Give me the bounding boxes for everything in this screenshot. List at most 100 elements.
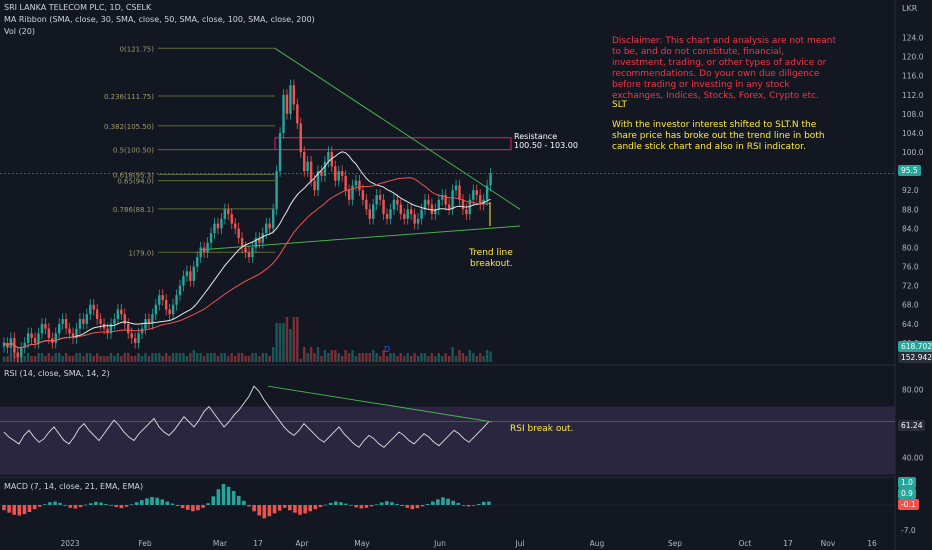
macd-bar-73 [374,504,379,506]
volume-bar-130 [451,347,454,362]
volume-bar-70 [244,356,247,362]
volume-bar-32 [113,356,116,362]
macd-bar-68 [349,505,353,506]
macd-bar-64 [328,502,333,505]
candle-body-41 [144,319,147,329]
candle-body-116 [403,214,406,219]
volume-bar-107 [372,350,375,362]
fib-label-7: 1(79.0) [128,249,154,257]
candle-body-134 [465,209,468,215]
candle-body-72 [251,247,254,258]
macd-legend[interactable]: MACD (7, 14, close, 21, EMA, EMA) [4,482,144,491]
ascending-trend-line [199,225,521,251]
volume-bar-21 [75,353,78,362]
candle-body-39 [137,333,140,343]
ma-ribbon-legend[interactable]: MA Ribbon (SMA, close, 30, SMA, close, 5… [4,15,315,24]
candle-body-103 [358,180,361,191]
volume-bar-23 [82,356,85,362]
candle-body-31 [109,323,113,334]
volume-bar-10 [37,353,40,362]
candle-body-25 [89,304,92,315]
candle-body-75 [261,233,265,243]
descending-trend-line [274,47,521,210]
volume-bar-132 [458,350,461,362]
volume-bar-126 [437,353,440,362]
volume-legend[interactable]: Vol (20) [4,27,35,36]
volume-bar-54 [189,353,192,362]
volume-bar-3 [13,350,16,362]
candle-body-26 [92,304,95,310]
rsi-legend[interactable]: RSI (14, close, SMA, 14, 2) [4,369,110,378]
volume-bar-53 [185,356,189,362]
macd-bar-26 [134,502,139,505]
macd-bar-28 [145,498,149,505]
x-tick-7: Jul [514,539,524,548]
event-marker[interactable]: D [384,345,391,354]
volume-bar-129 [447,356,451,362]
candle-body-98 [340,171,344,176]
volume-bar-87 [303,347,306,362]
analysis-note: With the investor interest shifted to SL… [612,120,825,152]
x-tick-11: 17 [783,539,793,548]
ma-fast-line [3,151,491,349]
x-tick-6: Jun [433,539,446,548]
macd-bar-32 [165,501,170,505]
volume-bar-28 [99,356,102,362]
volume-bar-96 [334,350,337,362]
volume-bar-127 [441,356,444,362]
candle-body-121 [420,209,423,219]
volume-bar-140 [485,350,489,362]
volume-bar-36 [127,353,130,362]
candle-body-53 [185,271,189,277]
volume-bar-82 [285,317,289,362]
macd-bar-2 [12,505,16,515]
fib-label-3: 0.5(100.50) [113,147,154,155]
volume-bar-38 [133,356,137,362]
candle-body-106 [368,209,371,219]
candle-body-84 [292,85,296,105]
volume-bar-113 [392,353,396,362]
volume-bar-124 [430,353,434,362]
macd-bar-61 [313,505,318,510]
candle-body-33 [116,309,120,320]
candle-body-120 [416,218,420,224]
macd-bar-55 [282,505,287,508]
volume-bar-101 [351,350,354,362]
macd-bar-23 [119,505,124,509]
macd-bar-84 [430,501,435,505]
macd-bar-36 [185,505,190,510]
macd-bar-38 [196,505,200,511]
macd-bar-78 [400,505,404,507]
macd-bar-94 [482,501,486,505]
volume-bar-111 [385,356,389,362]
x-tick-4: Apr [296,539,310,548]
candle-body-37 [130,333,133,339]
macd-bar-89 [456,502,461,505]
rsi-breakout-label: RSI break out. [510,424,574,434]
macd-bar-62 [318,505,323,508]
volume-bar-47 [164,353,168,362]
candle-body-91 [316,171,320,191]
candle-body-107 [372,204,375,219]
macd-bar-15 [78,505,83,508]
volume-bar-61 [213,353,216,362]
volume-bar-75 [261,353,265,362]
macd-badge-2: 0.9 [898,488,916,499]
macd-bar-0 [2,505,6,511]
candle-body-140 [485,185,489,200]
macd-bar-75 [385,501,389,505]
candle-body-136 [472,190,475,200]
fib-label-0: 0(121.75) [120,45,155,53]
rsi-tick-0: 40.00 [902,454,924,463]
fib-label-2: 0.382(105.50) [104,123,154,131]
volume-bar-121 [420,353,423,362]
macd-bar-72 [369,505,374,507]
fib-label-4: 0.618(95.3) [113,171,154,179]
candle-body-114 [396,199,399,205]
price-tick-4: 76.0 [902,263,919,272]
volume-bar-52 [182,353,185,362]
candle-body-10 [37,333,40,343]
ma-slow-line [3,177,491,349]
volume-bar-103 [358,353,361,362]
